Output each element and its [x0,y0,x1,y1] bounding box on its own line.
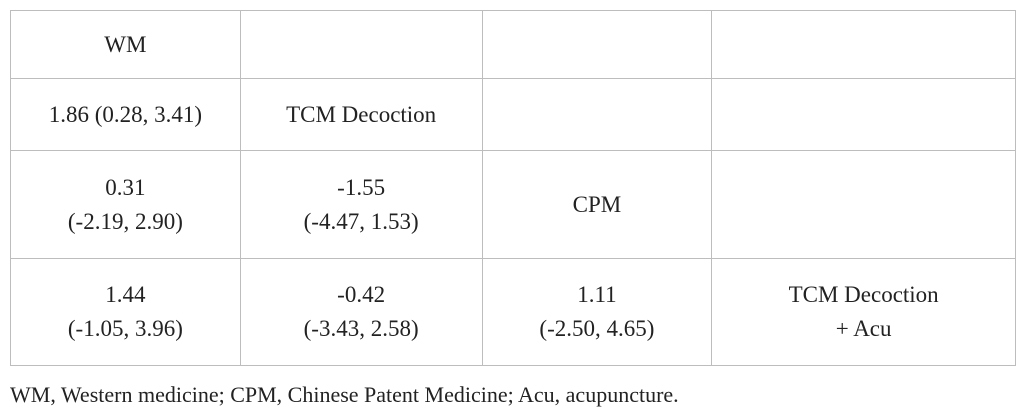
table-cell [239,10,483,79]
cell-line: -0.42 [337,282,386,307]
table-cell: 1.11 (-2.50, 4.65) [481,258,713,366]
cell-line: WM [104,31,147,57]
table-cell: -1.55 (-4.47, 1.53) [239,150,483,259]
cell-line: TCM Decoction [286,101,437,127]
cell-line: 1.44 [105,282,146,307]
table-row: 0.31 (-2.19, 2.90) -1.55 (-4.47, 1.53) CPM [10,150,1016,259]
table-cell: TCM Decoction [239,78,483,151]
cell-line: + Acu [835,316,892,341]
cell-line: TCM Decoction [788,282,939,307]
cell-line: (-1.05, 3.96) [67,316,183,341]
cell-line: 0.31 [105,174,146,200]
table-cell: -0.42 (-3.43, 2.58) [239,258,483,366]
cell-line: -1.55 [337,174,386,200]
table-row: 1.44 (-1.05, 3.96) -0.42 (-3.43, 2.58) 1.11 (… [10,258,1016,366]
table-row: WM [10,10,1016,79]
table-cell [711,150,1016,259]
cell-line: 1.86 (0.28, 3.41) [48,101,203,127]
league-table: WM 1.86 (0.28, 3.41) TCM Decoction 0.31 (-2.… [10,10,1016,366]
cell-line: CPM [572,191,622,217]
cell-line: (-2.50, 4.65) [539,316,655,341]
table-cell: WM [10,10,241,79]
table-cell: CPM [481,150,713,259]
table-cell [481,10,713,79]
table-cell [711,10,1016,79]
table-cell: 0.31 (-2.19, 2.90) [10,150,241,259]
cell-line: 1.11 [577,282,617,307]
table-cell: 1.44 (-1.05, 3.96) [10,258,241,366]
cell-line: (-3.43, 2.58) [303,316,419,341]
table-cell: 1.86 (0.28, 3.41) [10,78,241,151]
table-cell: TCM Decoction + Acu [711,258,1016,366]
cell-line: (-2.19, 2.90) [67,208,183,234]
table-cell [481,78,713,151]
table-cell [711,78,1016,151]
cell-line: (-4.47, 1.53) [303,208,419,234]
footnote: WM, Western medicine; CPM, Chinese Paten… [10,382,679,407]
table-row: 1.86 (0.28, 3.41) TCM Decoction [10,78,1016,151]
